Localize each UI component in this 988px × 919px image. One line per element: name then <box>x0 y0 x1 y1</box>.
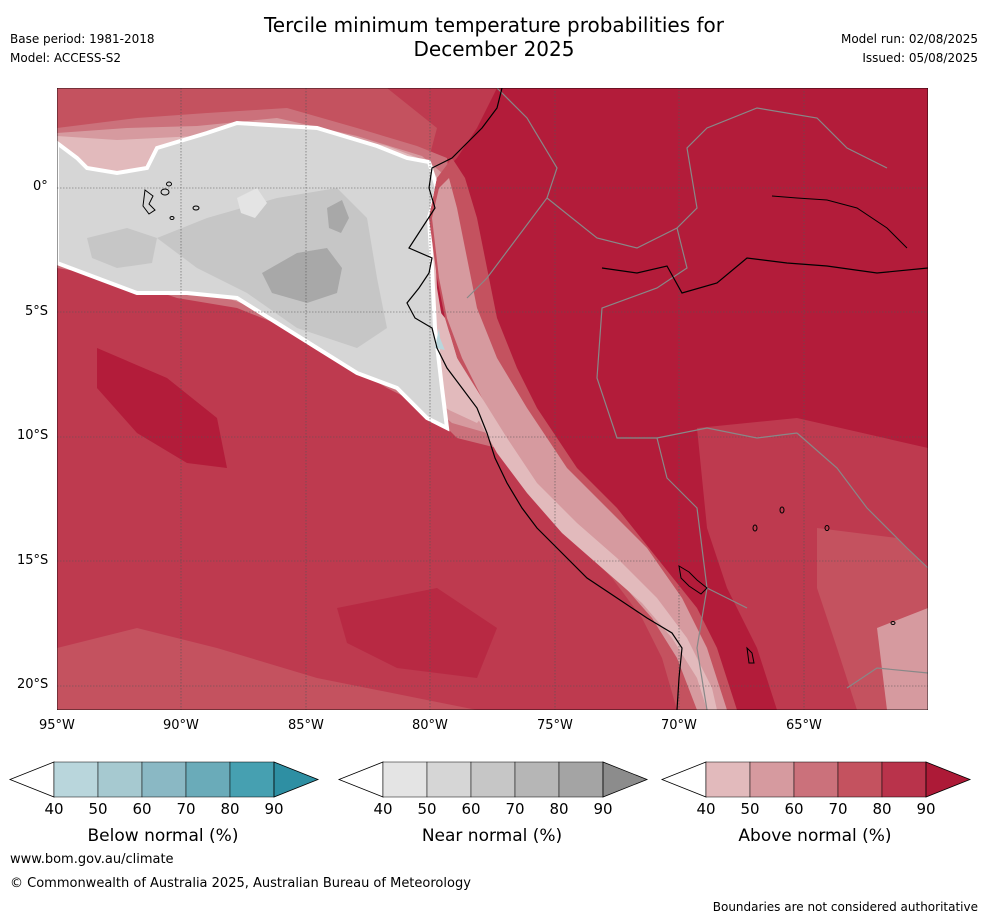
lon-label-80w: 80°W <box>412 718 448 733</box>
lon-label-70w: 70°W <box>661 718 697 733</box>
colorbar-segment <box>793 761 839 798</box>
lat-label-15s: 15°S <box>17 553 49 568</box>
lat-label-5s: 5°S <box>25 304 49 319</box>
near-normal-40-patch <box>237 188 267 218</box>
graticule <box>57 88 928 710</box>
colorbar-below <box>8 761 320 798</box>
colorbar-segment <box>470 761 516 798</box>
colorbar-tick-label: 50 <box>88 800 108 818</box>
colorbar-tick-label: 40 <box>44 800 64 818</box>
colorbar-segment <box>141 761 187 798</box>
below-normal-label: Below normal (%) <box>87 826 239 846</box>
colorbar-extend-high <box>925 761 972 798</box>
lon-label-95w: 95°W <box>39 718 75 733</box>
rio-negro <box>771 195 908 249</box>
colorbar-segment <box>229 761 275 798</box>
colorbar-tick-label: 40 <box>373 800 393 818</box>
colorbar-segment <box>185 761 231 798</box>
galapagos-islands <box>142 181 200 220</box>
colorbar-extend-high <box>602 761 649 798</box>
model-text: Model: ACCESS-S2 <box>10 51 122 65</box>
colorbar-segment <box>881 761 927 798</box>
colorbar-segment <box>705 761 751 798</box>
website-link[interactable]: www.bom.gov.au/climate <box>10 852 174 867</box>
lon-label-85w: 85°W <box>288 718 324 733</box>
colorbar-segment <box>426 761 472 798</box>
colorbar-segment <box>382 761 428 798</box>
colorbar-extend-low <box>8 761 55 798</box>
copyright-text: © Commonwealth of Australia 2025, Austra… <box>10 876 471 891</box>
colorbar-tick-label: 60 <box>132 800 152 818</box>
title-line-2: December 2025 <box>413 37 575 61</box>
model-run-text: Model run: 02/08/2025 <box>840 32 978 46</box>
lat-label-0: 0° <box>33 179 48 194</box>
near-normal-70-area <box>262 248 342 303</box>
country-borders <box>466 88 928 710</box>
colorbar-tick-label: 50 <box>417 800 437 818</box>
lat-label-20s: 20°S <box>17 677 49 692</box>
map-title: Tercile minimum temperature probabilitie… <box>0 13 988 61</box>
colorbar-extend-high <box>273 761 320 798</box>
colorbar-tick-label: 60 <box>461 800 481 818</box>
colorbar-tick-label: 90 <box>916 800 936 818</box>
below-normal-patch <box>435 328 445 350</box>
colorbar-tick-label: 70 <box>828 800 848 818</box>
colorbar-segment <box>97 761 143 798</box>
ocean-patch-90-west <box>97 348 227 468</box>
colorbar-tick-label: 90 <box>264 800 284 818</box>
colorbar-segment <box>837 761 883 798</box>
disclaimer-text: Boundaries are not considered authoritat… <box>712 900 978 914</box>
colorbar-segment <box>514 761 560 798</box>
lat-label-10s: 10°S <box>17 428 49 443</box>
colorbar-above <box>660 761 972 798</box>
colorbar-segment <box>749 761 795 798</box>
colorbar-tick-label: 50 <box>740 800 760 818</box>
colorbar-tick-label: 90 <box>593 800 613 818</box>
lake-titicaca <box>678 565 708 595</box>
colorbar-segment <box>558 761 604 798</box>
colorbars <box>8 761 972 798</box>
colorbar-tick-label: 60 <box>784 800 804 818</box>
colorbar-tick-label: 70 <box>176 800 196 818</box>
colorbar-near <box>337 761 649 798</box>
colorbar-segment <box>53 761 99 798</box>
near-normal-70-patch <box>327 200 349 233</box>
lon-label-65w: 65°W <box>786 718 822 733</box>
issued-text: Issued: 05/08/2025 <box>862 51 978 65</box>
probability-map <box>57 88 928 710</box>
colorbar-tick-label: 40 <box>696 800 716 818</box>
colorbar-tick-label: 80 <box>872 800 892 818</box>
base-period-text: Base period: 1981-2018 <box>10 32 155 46</box>
colorbar-tick-label: 70 <box>505 800 525 818</box>
coastline <box>406 88 683 710</box>
near-normal-60-west <box>87 228 157 268</box>
ocean-patch-90-south <box>337 588 497 678</box>
colorbar-tick-label: 80 <box>220 800 240 818</box>
lon-label-90w: 90°W <box>163 718 199 733</box>
above-normal-label: Above normal (%) <box>738 826 892 846</box>
near-normal-label: Near normal (%) <box>421 826 563 846</box>
amazon-river <box>601 257 928 294</box>
title-line-1: Tercile minimum temperature probabilitie… <box>263 13 725 37</box>
lowlands-above-50 <box>877 608 928 710</box>
colorbar-extend-low <box>337 761 384 798</box>
lon-label-75w: 75°W <box>537 718 573 733</box>
colorbar-extend-low <box>660 761 707 798</box>
colorbar-tick-label: 80 <box>549 800 569 818</box>
coastal-band-50 <box>432 178 727 710</box>
small-lakes <box>746 506 896 664</box>
ocean-band-70-south <box>57 628 477 710</box>
